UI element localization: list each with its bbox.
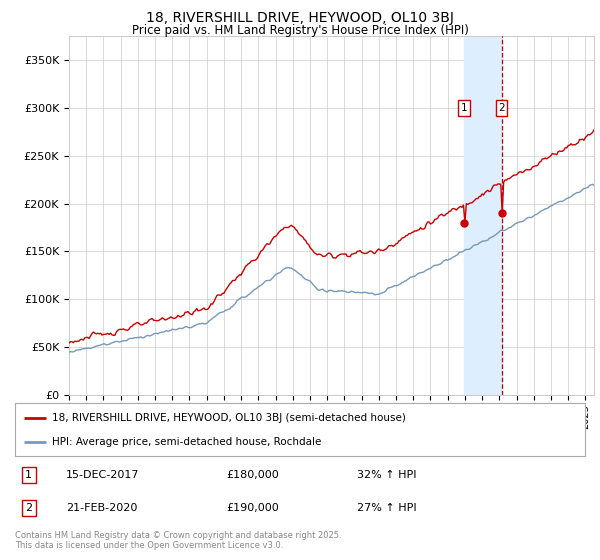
Text: 21-FEB-2020: 21-FEB-2020 xyxy=(66,503,137,513)
Text: 1: 1 xyxy=(25,470,32,480)
Text: 1: 1 xyxy=(461,103,467,113)
Text: 18, RIVERSHILL DRIVE, HEYWOOD, OL10 3BJ: 18, RIVERSHILL DRIVE, HEYWOOD, OL10 3BJ xyxy=(146,11,454,25)
Text: HPI: Average price, semi-detached house, Rochdale: HPI: Average price, semi-detached house,… xyxy=(52,436,322,446)
Text: 32% ↑ HPI: 32% ↑ HPI xyxy=(357,470,416,480)
Text: 18, RIVERSHILL DRIVE, HEYWOOD, OL10 3BJ (semi-detached house): 18, RIVERSHILL DRIVE, HEYWOOD, OL10 3BJ … xyxy=(52,413,406,423)
Bar xyxy=(464,36,502,395)
Text: 15-DEC-2017: 15-DEC-2017 xyxy=(66,470,140,480)
Text: 2: 2 xyxy=(25,503,32,513)
Text: Contains HM Land Registry data © Crown copyright and database right 2025.
This d: Contains HM Land Registry data © Crown c… xyxy=(15,531,341,550)
Text: 2: 2 xyxy=(498,103,505,113)
Text: Price paid vs. HM Land Registry's House Price Index (HPI): Price paid vs. HM Land Registry's House … xyxy=(131,24,469,36)
Text: £190,000: £190,000 xyxy=(226,503,278,513)
Text: £180,000: £180,000 xyxy=(226,470,278,480)
Text: 27% ↑ HPI: 27% ↑ HPI xyxy=(357,503,416,513)
